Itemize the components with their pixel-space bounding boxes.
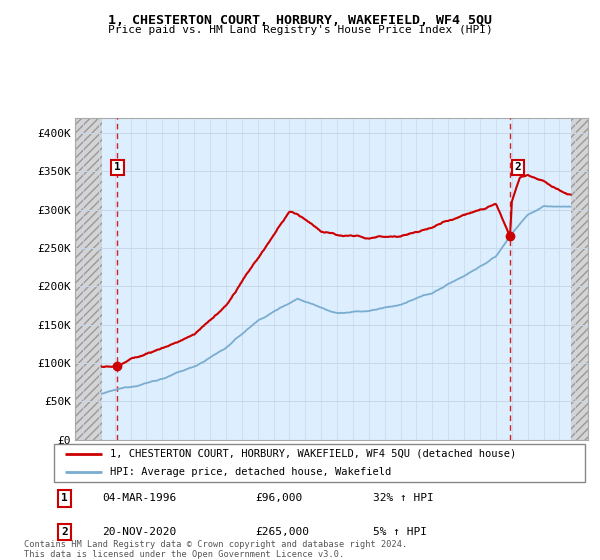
- Text: 2: 2: [515, 162, 521, 172]
- Text: 1: 1: [61, 493, 68, 503]
- Text: 1, CHESTERTON COURT, HORBURY, WAKEFIELD, WF4 5QU: 1, CHESTERTON COURT, HORBURY, WAKEFIELD,…: [108, 14, 492, 27]
- Text: 32% ↑ HPI: 32% ↑ HPI: [373, 493, 433, 503]
- Text: 2: 2: [61, 527, 68, 537]
- Text: 1: 1: [114, 162, 121, 172]
- Text: £96,000: £96,000: [256, 493, 303, 503]
- Text: £265,000: £265,000: [256, 527, 310, 537]
- Text: HPI: Average price, detached house, Wakefield: HPI: Average price, detached house, Wake…: [110, 467, 391, 477]
- Text: 20-NOV-2020: 20-NOV-2020: [102, 527, 176, 537]
- Text: Contains HM Land Registry data © Crown copyright and database right 2024.
This d: Contains HM Land Registry data © Crown c…: [24, 540, 407, 559]
- Text: 1, CHESTERTON COURT, HORBURY, WAKEFIELD, WF4 5QU (detached house): 1, CHESTERTON COURT, HORBURY, WAKEFIELD,…: [110, 449, 516, 459]
- FancyBboxPatch shape: [54, 444, 585, 482]
- Text: 5% ↑ HPI: 5% ↑ HPI: [373, 527, 427, 537]
- Text: 04-MAR-1996: 04-MAR-1996: [102, 493, 176, 503]
- Text: Price paid vs. HM Land Registry's House Price Index (HPI): Price paid vs. HM Land Registry's House …: [107, 25, 493, 35]
